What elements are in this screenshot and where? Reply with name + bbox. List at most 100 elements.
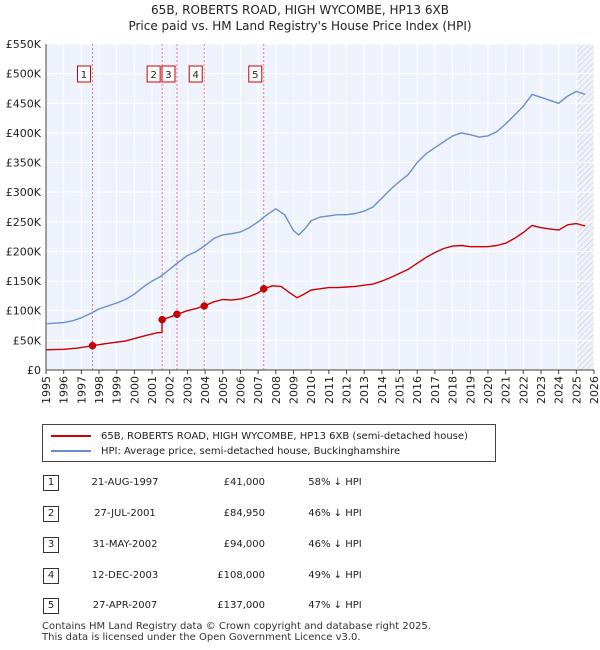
x-tick-label: 2001 — [146, 376, 159, 404]
sale-number-box — [161, 65, 176, 83]
transaction-marker: 4 — [43, 568, 59, 584]
price-chart: £0 £50K £100K £150K £200K £250K £300K £350K £400… — [6, 38, 600, 404]
x-tick-label: 2015 — [394, 376, 407, 404]
transaction-price: £108,000 — [217, 570, 265, 581]
transaction-hpi: 49% ↓ HPI — [308, 570, 362, 581]
y-tick-label: £300K — [6, 186, 42, 199]
y-tick-label: £500K — [6, 68, 42, 81]
transaction-hpi: 47% ↓ HPI — [308, 600, 362, 611]
y-tick-label: £0 — [27, 364, 41, 377]
transaction-hpi: 46% ↓ HPI — [308, 508, 362, 519]
x-tick-label: 1995 — [40, 376, 53, 404]
transaction-date: 21-AUG-1997 — [91, 477, 159, 488]
x-tick-label: 2016 — [411, 376, 424, 404]
plot-area — [46, 44, 594, 370]
sale-number-box — [76, 65, 91, 83]
x-tick-label: 2002 — [164, 376, 177, 404]
transaction-hpi: 46% ↓ HPI — [308, 539, 362, 550]
legend-swatch-property — [51, 435, 91, 437]
legend-item-property: 65B, ROBERTS ROAD, HIGH WYCOMBE, HP13 6X… — [51, 429, 468, 443]
sale-number-label: 2 — [150, 70, 156, 81]
x-tick-label: 2005 — [217, 376, 230, 404]
x-tick-label: 2003 — [181, 376, 194, 404]
x-tick-label: 2011 — [323, 376, 336, 404]
sale-number-box — [146, 65, 161, 83]
transaction-marker: 5 — [43, 598, 59, 614]
x-tick-label: 2022 — [517, 376, 530, 404]
transaction-price: £84,950 — [223, 508, 265, 519]
y-tick-label: £450K — [6, 97, 42, 110]
x-tick-label: 2018 — [447, 376, 460, 404]
sale-point — [173, 310, 181, 319]
transaction-marker: 2 — [43, 506, 59, 522]
x-tick-label: 1996 — [58, 376, 71, 404]
x-tick-label: 2004 — [199, 376, 212, 404]
transaction-row: 4 12-DEC-2003 £108,000 49% ↓ HPI — [0, 568, 600, 588]
transaction-date: 27-JUL-2001 — [94, 508, 156, 519]
y-tick-label: £250K — [6, 216, 42, 229]
sale-number-label: 4 — [193, 70, 199, 81]
transaction-row: 5 27-APR-2007 £137,000 47% ↓ HPI — [0, 598, 600, 618]
x-tick-label: 2010 — [305, 376, 318, 404]
legend-item-hpi: HPI: Average price, semi-detached house,… — [51, 444, 400, 458]
y-tick-label: £50K — [13, 334, 42, 347]
x-tick-label: 2009 — [287, 376, 300, 404]
chart-legend: 65B, ROBERTS ROAD, HIGH WYCOMBE, HP13 6X… — [42, 424, 496, 462]
x-tick-label: 2025 — [570, 376, 583, 404]
transaction-marker: 1 — [43, 475, 59, 491]
x-tick-label: 1999 — [111, 376, 124, 404]
y-tick-label: £350K — [6, 157, 42, 170]
x-tick-label: 2021 — [500, 376, 513, 404]
x-tick-label: 2023 — [535, 376, 548, 404]
chart-title: 65B, ROBERTS ROAD, HIGH WYCOMBE, HP13 6X… — [151, 3, 449, 17]
x-tick-label: 2007 — [252, 376, 265, 404]
x-tick-label: 1997 — [75, 376, 88, 404]
legend-swatch-hpi — [51, 450, 91, 452]
sale-number-label: 3 — [165, 70, 171, 81]
legend-label-property: 65B, ROBERTS ROAD, HIGH WYCOMBE, HP13 6X… — [101, 430, 468, 442]
transaction-price: £137,000 — [217, 600, 265, 611]
transaction-row: 2 27-JUL-2001 £84,950 46% ↓ HPI — [0, 506, 600, 526]
transaction-date: 12-DEC-2003 — [91, 570, 159, 581]
x-tick-label: 2013 — [358, 376, 371, 404]
x-tick-label: 2020 — [482, 376, 495, 404]
sale-number-label: 1 — [81, 70, 87, 81]
transaction-date: 27-APR-2007 — [92, 600, 158, 611]
legend-label-hpi: HPI: Average price, semi-detached house,… — [101, 445, 401, 457]
y-tick-label: £400K — [6, 127, 42, 140]
transaction-row: 3 31-MAY-2002 £94,000 46% ↓ HPI — [0, 537, 600, 557]
sale-number-box — [248, 65, 263, 83]
sale-point — [200, 302, 208, 310]
footer-copyright: Contains HM Land Registry data © Crown c… — [42, 621, 431, 632]
transaction-marker: 3 — [43, 537, 59, 553]
x-tick-label: 2017 — [429, 376, 442, 404]
footer-license: This data is licensed under the Open Gov… — [42, 632, 361, 643]
transaction-date: 31-MAY-2002 — [92, 539, 158, 550]
transaction-row: 1 21-AUG-1997 £41,000 58% ↓ HPI — [0, 475, 600, 495]
sale-number-box — [188, 65, 203, 83]
x-tick-label: 2012 — [341, 376, 354, 404]
sale-point — [158, 315, 166, 324]
transaction-hpi: 58% ↓ HPI — [308, 477, 362, 488]
x-tick-label: 2000 — [128, 376, 141, 404]
property-series-line — [45, 222, 586, 351]
x-tick-label: 1998 — [93, 376, 106, 404]
sale-number-label: 5 — [252, 70, 258, 81]
x-tick-label: 2008 — [270, 376, 283, 404]
y-tick-label: £200K — [6, 245, 42, 258]
sale-point — [260, 285, 268, 293]
y-tick-label: £150K — [6, 275, 42, 288]
y-tick-label: £550K — [6, 38, 42, 51]
transaction-price: £41,000 — [223, 477, 265, 488]
sale-point — [88, 341, 97, 350]
forecast-region — [576, 44, 594, 370]
transaction-price: £94,000 — [223, 539, 265, 550]
x-tick-label: 2026 — [588, 376, 600, 404]
x-tick-label: 2014 — [376, 376, 389, 404]
chart-subtitle: Price paid vs. HM Land Registry's House … — [128, 19, 472, 33]
y-tick-label: £100K — [6, 305, 42, 318]
x-tick-label: 2019 — [464, 376, 477, 404]
hpi-series-line — [45, 90, 586, 325]
x-tick-label: 2024 — [553, 376, 566, 404]
x-tick-label: 2006 — [234, 376, 247, 404]
